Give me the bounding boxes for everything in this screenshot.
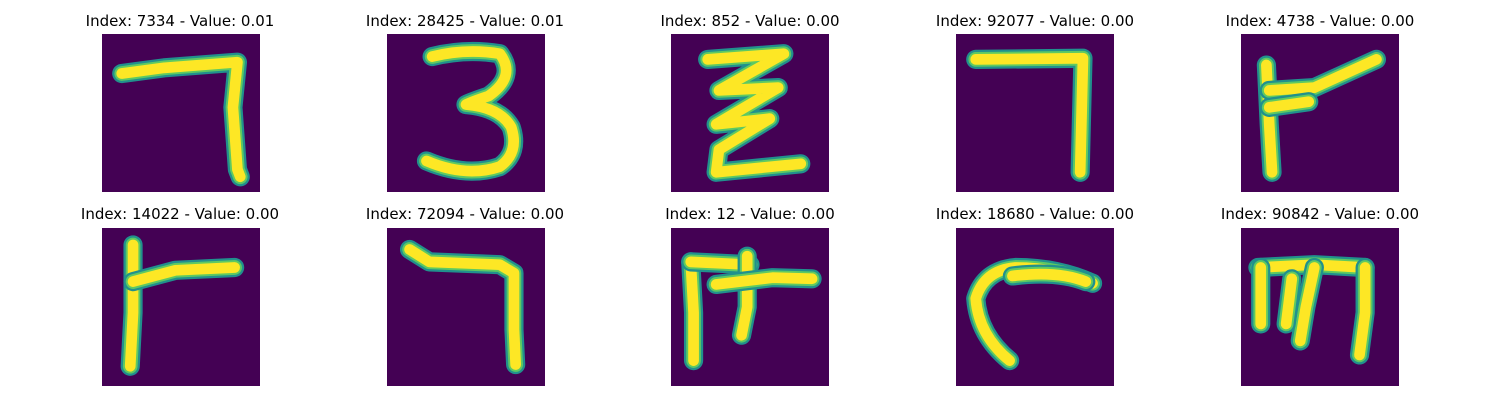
image-title-9: Index: 18680 - Value: 0.00: [935, 205, 1135, 223]
digit-image-10: [1241, 228, 1399, 386]
glyph-seven-hook-image: [399, 239, 526, 375]
digit-image-4: [956, 34, 1114, 192]
glyph-zigzag-image: [698, 44, 811, 182]
glyph-flag-image: [1256, 49, 1387, 182]
digit-image-6: [102, 228, 260, 386]
glyph-three-image: [416, 41, 524, 181]
glyph-flag-image: [120, 235, 245, 376]
digit-image-3: [671, 34, 829, 192]
image-title-10: Index: 90842 - Value: 0.00: [1220, 205, 1420, 223]
digit-image-2: [387, 34, 545, 192]
glyph-seven-image: [112, 52, 250, 187]
digit-image-8: [671, 228, 829, 386]
glyph-seven-image: [966, 48, 1093, 182]
image-title-6: Index: 14022 - Value: 0.00: [80, 205, 280, 223]
image-title-4: Index: 92077 - Value: 0.00: [935, 12, 1135, 30]
glyph-hook-image: [966, 257, 1103, 371]
glyph-fork-image: [681, 246, 822, 371]
digit-image-5: [1241, 34, 1399, 192]
image-title-1: Index: 7334 - Value: 0.01: [85, 12, 275, 30]
digit-image-1: [102, 34, 260, 192]
image-title-3: Index: 852 - Value: 0.00: [660, 12, 840, 30]
digit-image-7: [387, 228, 545, 386]
image-title-7: Index: 72094 - Value: 0.00: [365, 205, 565, 223]
glyph-m-image: [1248, 255, 1375, 365]
image-title-8: Index: 12 - Value: 0.00: [665, 205, 835, 223]
image-title-5: Index: 4738 - Value: 0.00: [1225, 12, 1415, 30]
digit-image-9: [956, 228, 1114, 386]
image-title-2: Index: 28425 - Value: 0.01: [365, 12, 565, 30]
